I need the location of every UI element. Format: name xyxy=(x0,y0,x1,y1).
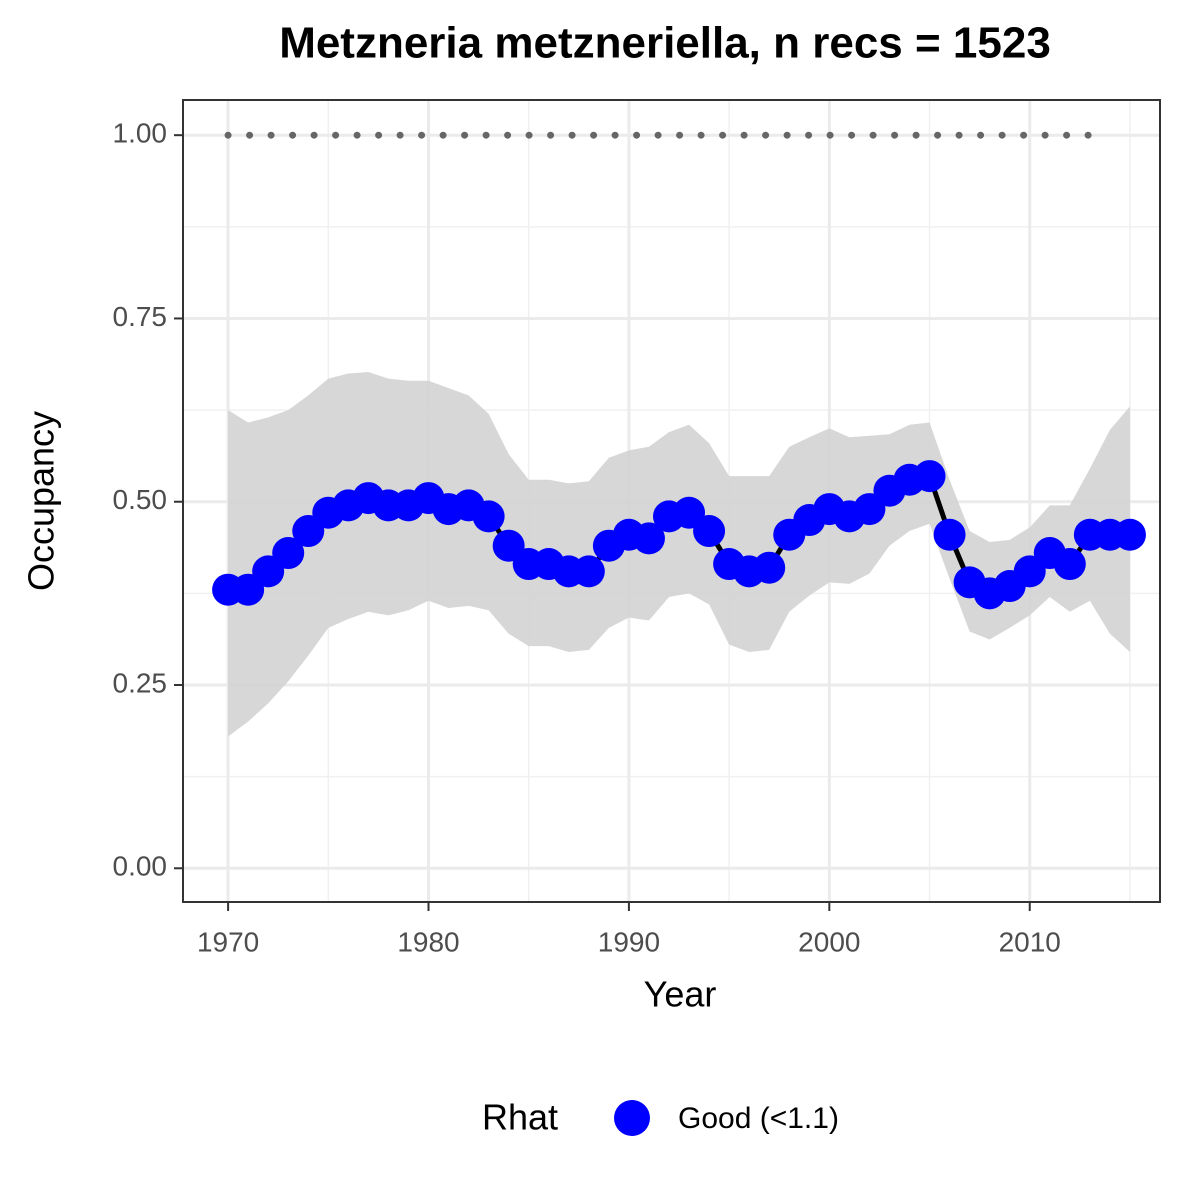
x-tick-label: 1990 xyxy=(598,926,660,957)
x-tick-label: 1980 xyxy=(397,926,459,957)
data-point xyxy=(572,555,605,588)
panel-border xyxy=(182,99,1161,903)
y-tick-label: 0.75 xyxy=(113,301,168,332)
data-point xyxy=(1053,548,1086,581)
data-point xyxy=(693,515,726,548)
legend-label: Good (<1.1) xyxy=(678,1102,839,1135)
data-point xyxy=(272,537,305,570)
legend-marker xyxy=(614,1100,650,1136)
chart-title: Metzneria metzneriella, n recs = 1523 xyxy=(279,19,1051,68)
y-axis-title: Occupancy xyxy=(21,411,62,591)
data-point xyxy=(933,518,966,551)
data-point xyxy=(632,522,665,555)
data-point xyxy=(472,500,505,533)
y-tick-label: 0.25 xyxy=(113,667,168,698)
data-point xyxy=(1113,518,1146,551)
data-point xyxy=(753,551,786,584)
x-tick-label: 2010 xyxy=(999,926,1061,957)
y-tick-label: 0.50 xyxy=(113,484,168,515)
x-tick-label: 2000 xyxy=(798,926,860,957)
confidence-band xyxy=(228,371,1130,737)
legend-title: Rhat xyxy=(482,1097,558,1138)
x-tick-label: 1970 xyxy=(197,926,259,957)
y-tick-label: 1.00 xyxy=(113,118,168,149)
data-point xyxy=(913,460,946,493)
x-axis-title: Year xyxy=(644,974,717,1015)
y-tick-label: 0.00 xyxy=(113,851,168,882)
